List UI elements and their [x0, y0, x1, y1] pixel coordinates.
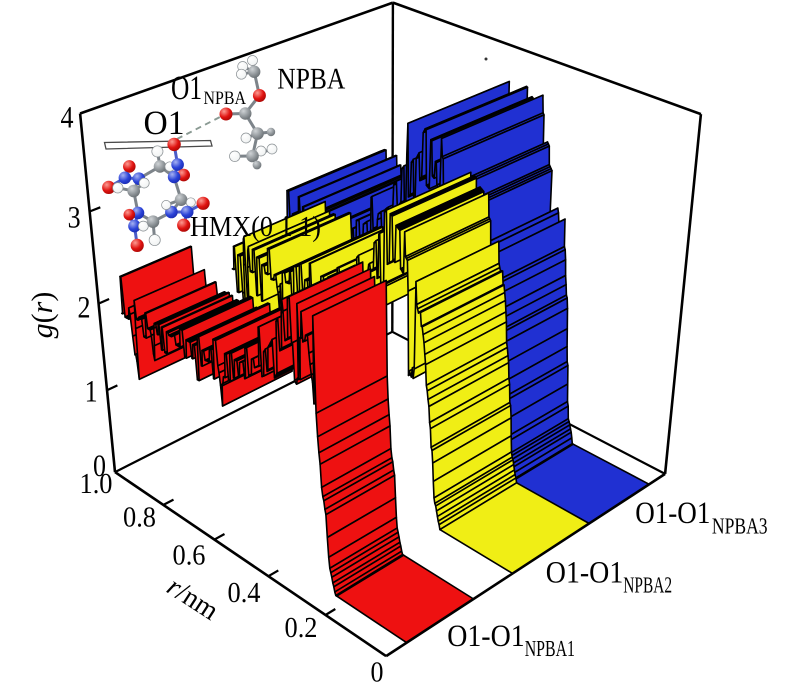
- svg-text:1: 1: [85, 374, 98, 409]
- svg-text:2: 2: [78, 290, 91, 325]
- svg-text:O1-O1: O1-O1: [635, 495, 710, 530]
- svg-text:O1-O1: O1-O1: [447, 618, 525, 653]
- svg-text:0.8: 0.8: [123, 502, 156, 534]
- svg-text:NPBA1: NPBA1: [525, 636, 575, 661]
- svg-text:1.0: 1.0: [80, 468, 113, 500]
- svg-text:HMX(0 1 1): HMX(0 1 1): [190, 211, 321, 243]
- svg-text:0: 0: [371, 657, 384, 684]
- svg-text:O1-O1: O1-O1: [546, 555, 624, 590]
- svg-text:NPBA: NPBA: [204, 88, 247, 109]
- svg-text:3: 3: [68, 199, 81, 234]
- svg-text:0.6: 0.6: [173, 540, 206, 572]
- svg-text:NPBA2: NPBA2: [623, 573, 672, 598]
- svg-text:0.2: 0.2: [285, 612, 318, 644]
- svg-text:4: 4: [61, 100, 74, 135]
- svg-text:NPBA: NPBA: [277, 63, 345, 96]
- svg-text:0.4: 0.4: [228, 577, 261, 609]
- svg-text:O1: O1: [144, 105, 185, 142]
- svg-text:g(r): g(r): [26, 292, 59, 339]
- svg-text:NPBA3: NPBA3: [712, 514, 768, 539]
- svg-text:O1: O1: [171, 70, 202, 107]
